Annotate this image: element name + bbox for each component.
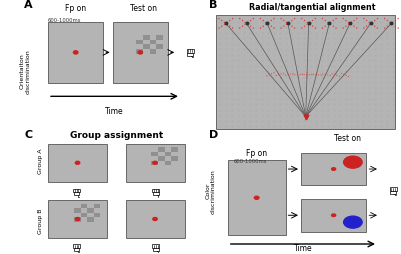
- Bar: [81, 204, 87, 208]
- Bar: [74, 193, 79, 195]
- Bar: [165, 152, 171, 157]
- Bar: [48, 200, 107, 238]
- Circle shape: [332, 168, 336, 171]
- Bar: [390, 191, 396, 194]
- Bar: [81, 213, 87, 217]
- Bar: [48, 23, 103, 84]
- Circle shape: [254, 197, 259, 199]
- Text: Test on: Test on: [334, 133, 360, 142]
- Circle shape: [332, 214, 336, 217]
- Bar: [113, 23, 168, 84]
- Bar: [74, 248, 79, 251]
- Text: Test on: Test on: [130, 4, 158, 13]
- Bar: [94, 213, 100, 217]
- Bar: [143, 36, 150, 40]
- Circle shape: [138, 52, 142, 55]
- Bar: [228, 161, 286, 235]
- Text: Color
discrimination: Color discrimination: [205, 168, 216, 213]
- Bar: [87, 217, 94, 222]
- Circle shape: [153, 162, 157, 165]
- Bar: [390, 188, 397, 192]
- Bar: [158, 157, 165, 161]
- Bar: [187, 53, 193, 56]
- Bar: [48, 145, 107, 182]
- Bar: [153, 193, 159, 195]
- Circle shape: [344, 216, 362, 228]
- Bar: [301, 153, 367, 185]
- Text: Group B: Group B: [38, 208, 43, 233]
- Bar: [152, 189, 160, 193]
- Bar: [186, 50, 194, 54]
- Text: 600-1000ms: 600-1000ms: [234, 158, 267, 163]
- Bar: [136, 50, 143, 55]
- Bar: [150, 50, 156, 55]
- Text: Time: Time: [294, 243, 312, 251]
- Bar: [156, 36, 163, 40]
- Bar: [136, 40, 143, 45]
- Bar: [150, 40, 156, 45]
- Bar: [73, 189, 80, 193]
- Circle shape: [344, 156, 362, 168]
- Bar: [152, 244, 160, 248]
- Text: Group assignment: Group assignment: [70, 131, 163, 140]
- Text: C: C: [24, 130, 32, 139]
- Bar: [94, 204, 100, 208]
- Bar: [171, 157, 178, 161]
- Bar: [126, 200, 184, 238]
- Circle shape: [153, 218, 157, 221]
- Text: Group A: Group A: [38, 148, 43, 173]
- Circle shape: [73, 52, 78, 55]
- Bar: [74, 217, 81, 222]
- Bar: [216, 16, 395, 129]
- Bar: [153, 248, 159, 251]
- Circle shape: [75, 162, 80, 165]
- Bar: [301, 199, 367, 232]
- Bar: [151, 161, 158, 166]
- Text: B: B: [209, 0, 217, 10]
- Text: A: A: [24, 0, 33, 10]
- Text: Orientaiton
discrimination: Orientaiton discrimination: [20, 49, 30, 93]
- Bar: [165, 161, 171, 166]
- Bar: [73, 244, 80, 248]
- Text: 600-1000ms: 600-1000ms: [48, 18, 81, 23]
- Text: Fp on: Fp on: [246, 148, 267, 157]
- Circle shape: [75, 218, 80, 221]
- Bar: [143, 45, 150, 50]
- Text: Radial/tangential alignment: Radial/tangential alignment: [249, 3, 376, 12]
- Bar: [158, 148, 165, 152]
- Text: Fp on: Fp on: [65, 4, 86, 13]
- Text: Time: Time: [105, 106, 124, 115]
- Bar: [156, 45, 163, 50]
- Text: D: D: [209, 130, 218, 139]
- Bar: [171, 148, 178, 152]
- Bar: [74, 208, 81, 213]
- Bar: [151, 152, 158, 157]
- Bar: [126, 145, 184, 182]
- Bar: [87, 208, 94, 213]
